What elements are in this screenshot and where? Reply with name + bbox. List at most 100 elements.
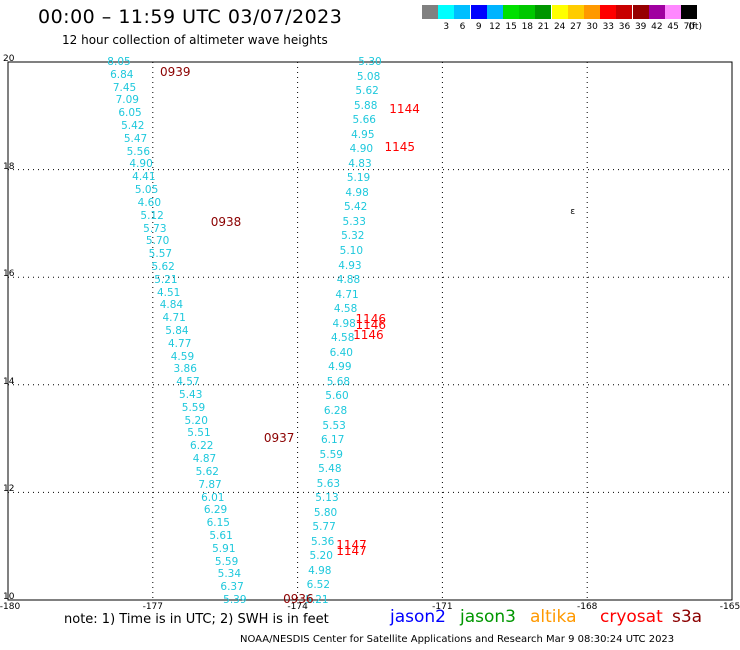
- legend-label: 33: [602, 22, 615, 32]
- y-tick-label: 16: [3, 269, 15, 280]
- x-tick-label: -177: [142, 602, 164, 612]
- wave-height-value: 5.43: [179, 389, 203, 402]
- pass-time-label: 0938: [210, 215, 242, 230]
- wave-height-value: 4.71: [335, 288, 359, 301]
- wave-height-value: 5.60: [325, 390, 349, 403]
- wave-height-value: 6.40: [329, 346, 353, 359]
- wave-height-value: 5.62: [195, 465, 219, 478]
- wave-height-value: 5.32: [341, 230, 365, 243]
- legend-swatch: [616, 5, 633, 19]
- map-frame: [7, 61, 733, 601]
- y-tick-label: 14: [3, 376, 15, 387]
- wave-height-value: 5.68: [326, 375, 351, 388]
- wave-height-value: 5.33: [342, 215, 366, 228]
- wave-height-value: 5.36: [310, 535, 335, 548]
- satellite-jason2: jason2: [390, 607, 446, 627]
- legend-swatch: [648, 5, 665, 19]
- wave-height-value: 6.29: [203, 504, 228, 517]
- wave-height-value: 5.80: [313, 506, 338, 519]
- legend-label: 36: [618, 22, 631, 32]
- wave-height-value: 6.84: [110, 68, 134, 81]
- wave-height-value: 4.57: [176, 376, 200, 389]
- wave-height-value: 5.42: [343, 201, 368, 214]
- pass-time-label: 0936: [283, 592, 314, 606]
- wave-height-value: 6.22: [190, 440, 214, 453]
- footer-note: note: 1) Time is in UTC; 2) SWH is in fe…: [64, 612, 329, 627]
- legend-swatch: [551, 5, 568, 19]
- wave-height-value: 5.57: [148, 248, 173, 261]
- wave-height-value: 4.87: [192, 453, 217, 466]
- x-tick-label: -165: [719, 602, 740, 612]
- wave-height-value: 5.59: [181, 401, 206, 414]
- page-title: 00:00 – 11:59 UTC 03/07/2023: [38, 6, 343, 28]
- wave-height-value: 5.34: [217, 568, 242, 581]
- legend-label: 24: [553, 22, 566, 32]
- wave-height-value: 4.98: [308, 564, 332, 577]
- island-marker: ε: [570, 206, 576, 217]
- wave-height-value: 5.21: [305, 594, 329, 606]
- legend-swatch: [535, 5, 552, 19]
- wave-height-value: 5.62: [355, 85, 379, 98]
- satellite-cryosat: cryosat: [600, 607, 663, 627]
- x-tick-label: -180: [0, 602, 21, 612]
- footer-credit: NOAA/NESDIS Center for Satellite Applica…: [240, 634, 675, 645]
- legend-label: 70: [683, 22, 696, 32]
- legend-label: 27: [570, 22, 582, 32]
- wave-height-value: 5.10: [339, 245, 364, 258]
- legend-label: 45: [667, 22, 679, 32]
- wave-height-value: 6.17: [320, 434, 345, 447]
- legend-swatch: [600, 5, 617, 19]
- wave-height-value: 4.60: [137, 196, 162, 209]
- legend-label: 9: [475, 22, 482, 32]
- wave-height-value: 6.05: [118, 107, 142, 120]
- wave-height-value: 5.63: [316, 477, 341, 490]
- pass-time-label: 1146: [355, 317, 387, 332]
- legend-label: 12: [489, 22, 501, 32]
- pass-time-label: 1147: [336, 543, 367, 558]
- wave-height-value: 6.15: [206, 517, 230, 530]
- page-subtitle: 12 hour collection of altimeter wave hei…: [62, 33, 328, 47]
- legend-label: 3: [443, 22, 450, 32]
- wave-height-value: 5.77: [312, 521, 336, 534]
- wave-height-value: 4.59: [170, 350, 195, 363]
- wave-height-value: 4.93: [338, 259, 362, 272]
- legend-swatch: [665, 5, 681, 19]
- satellite-altika: altika: [530, 607, 577, 627]
- y-tick-label: 10: [3, 592, 15, 602]
- satellite-s3a: s3a: [672, 607, 703, 627]
- wave-height-value: 5.08: [356, 70, 381, 83]
- legend-swatch: [632, 5, 649, 19]
- wave-height-value: 5.19: [346, 172, 371, 185]
- wave-height-value: 6.01: [201, 491, 225, 504]
- pass-time-label: 1146: [355, 312, 387, 327]
- wave-height-value: 7.09: [115, 94, 139, 107]
- wave-height-value: 4.84: [159, 299, 184, 312]
- legend-label: 42: [651, 22, 663, 32]
- wave-height-value: 5.70: [145, 235, 170, 248]
- pass-time-label: 0939: [160, 64, 191, 79]
- wave-height-value: 4.98: [332, 317, 356, 330]
- wave-height-value: 5.61: [209, 529, 233, 542]
- wave-height-value: 6.37: [220, 581, 244, 594]
- wave-height-value: 5.47: [123, 132, 148, 145]
- wave-height-value: 5.56: [126, 145, 151, 158]
- wave-height-value: 4.99: [328, 361, 352, 374]
- legend-label: 30: [586, 22, 598, 32]
- wave-height-value: 4.58: [331, 332, 355, 345]
- wave-height-value: 5.48: [318, 463, 342, 476]
- wave-height-value: 8.05: [107, 56, 131, 68]
- pass-time-label: 1146: [353, 328, 384, 343]
- legend-swatch: [584, 5, 600, 19]
- legend-swatch: [454, 5, 471, 19]
- pass-time-label: 0937: [263, 430, 295, 445]
- legend-swatch: [567, 5, 584, 19]
- satellite-jason3: jason3: [460, 607, 516, 627]
- legend-unit: (ft): [688, 22, 702, 32]
- wave-height-value: 6.52: [306, 579, 331, 592]
- wave-height-value: 4.83: [348, 157, 372, 170]
- wave-height-value: 5.05: [134, 184, 159, 197]
- wave-height-value: 5.73: [143, 222, 167, 235]
- pass-time-label: 1147: [336, 538, 367, 553]
- legend-swatch: [519, 5, 536, 19]
